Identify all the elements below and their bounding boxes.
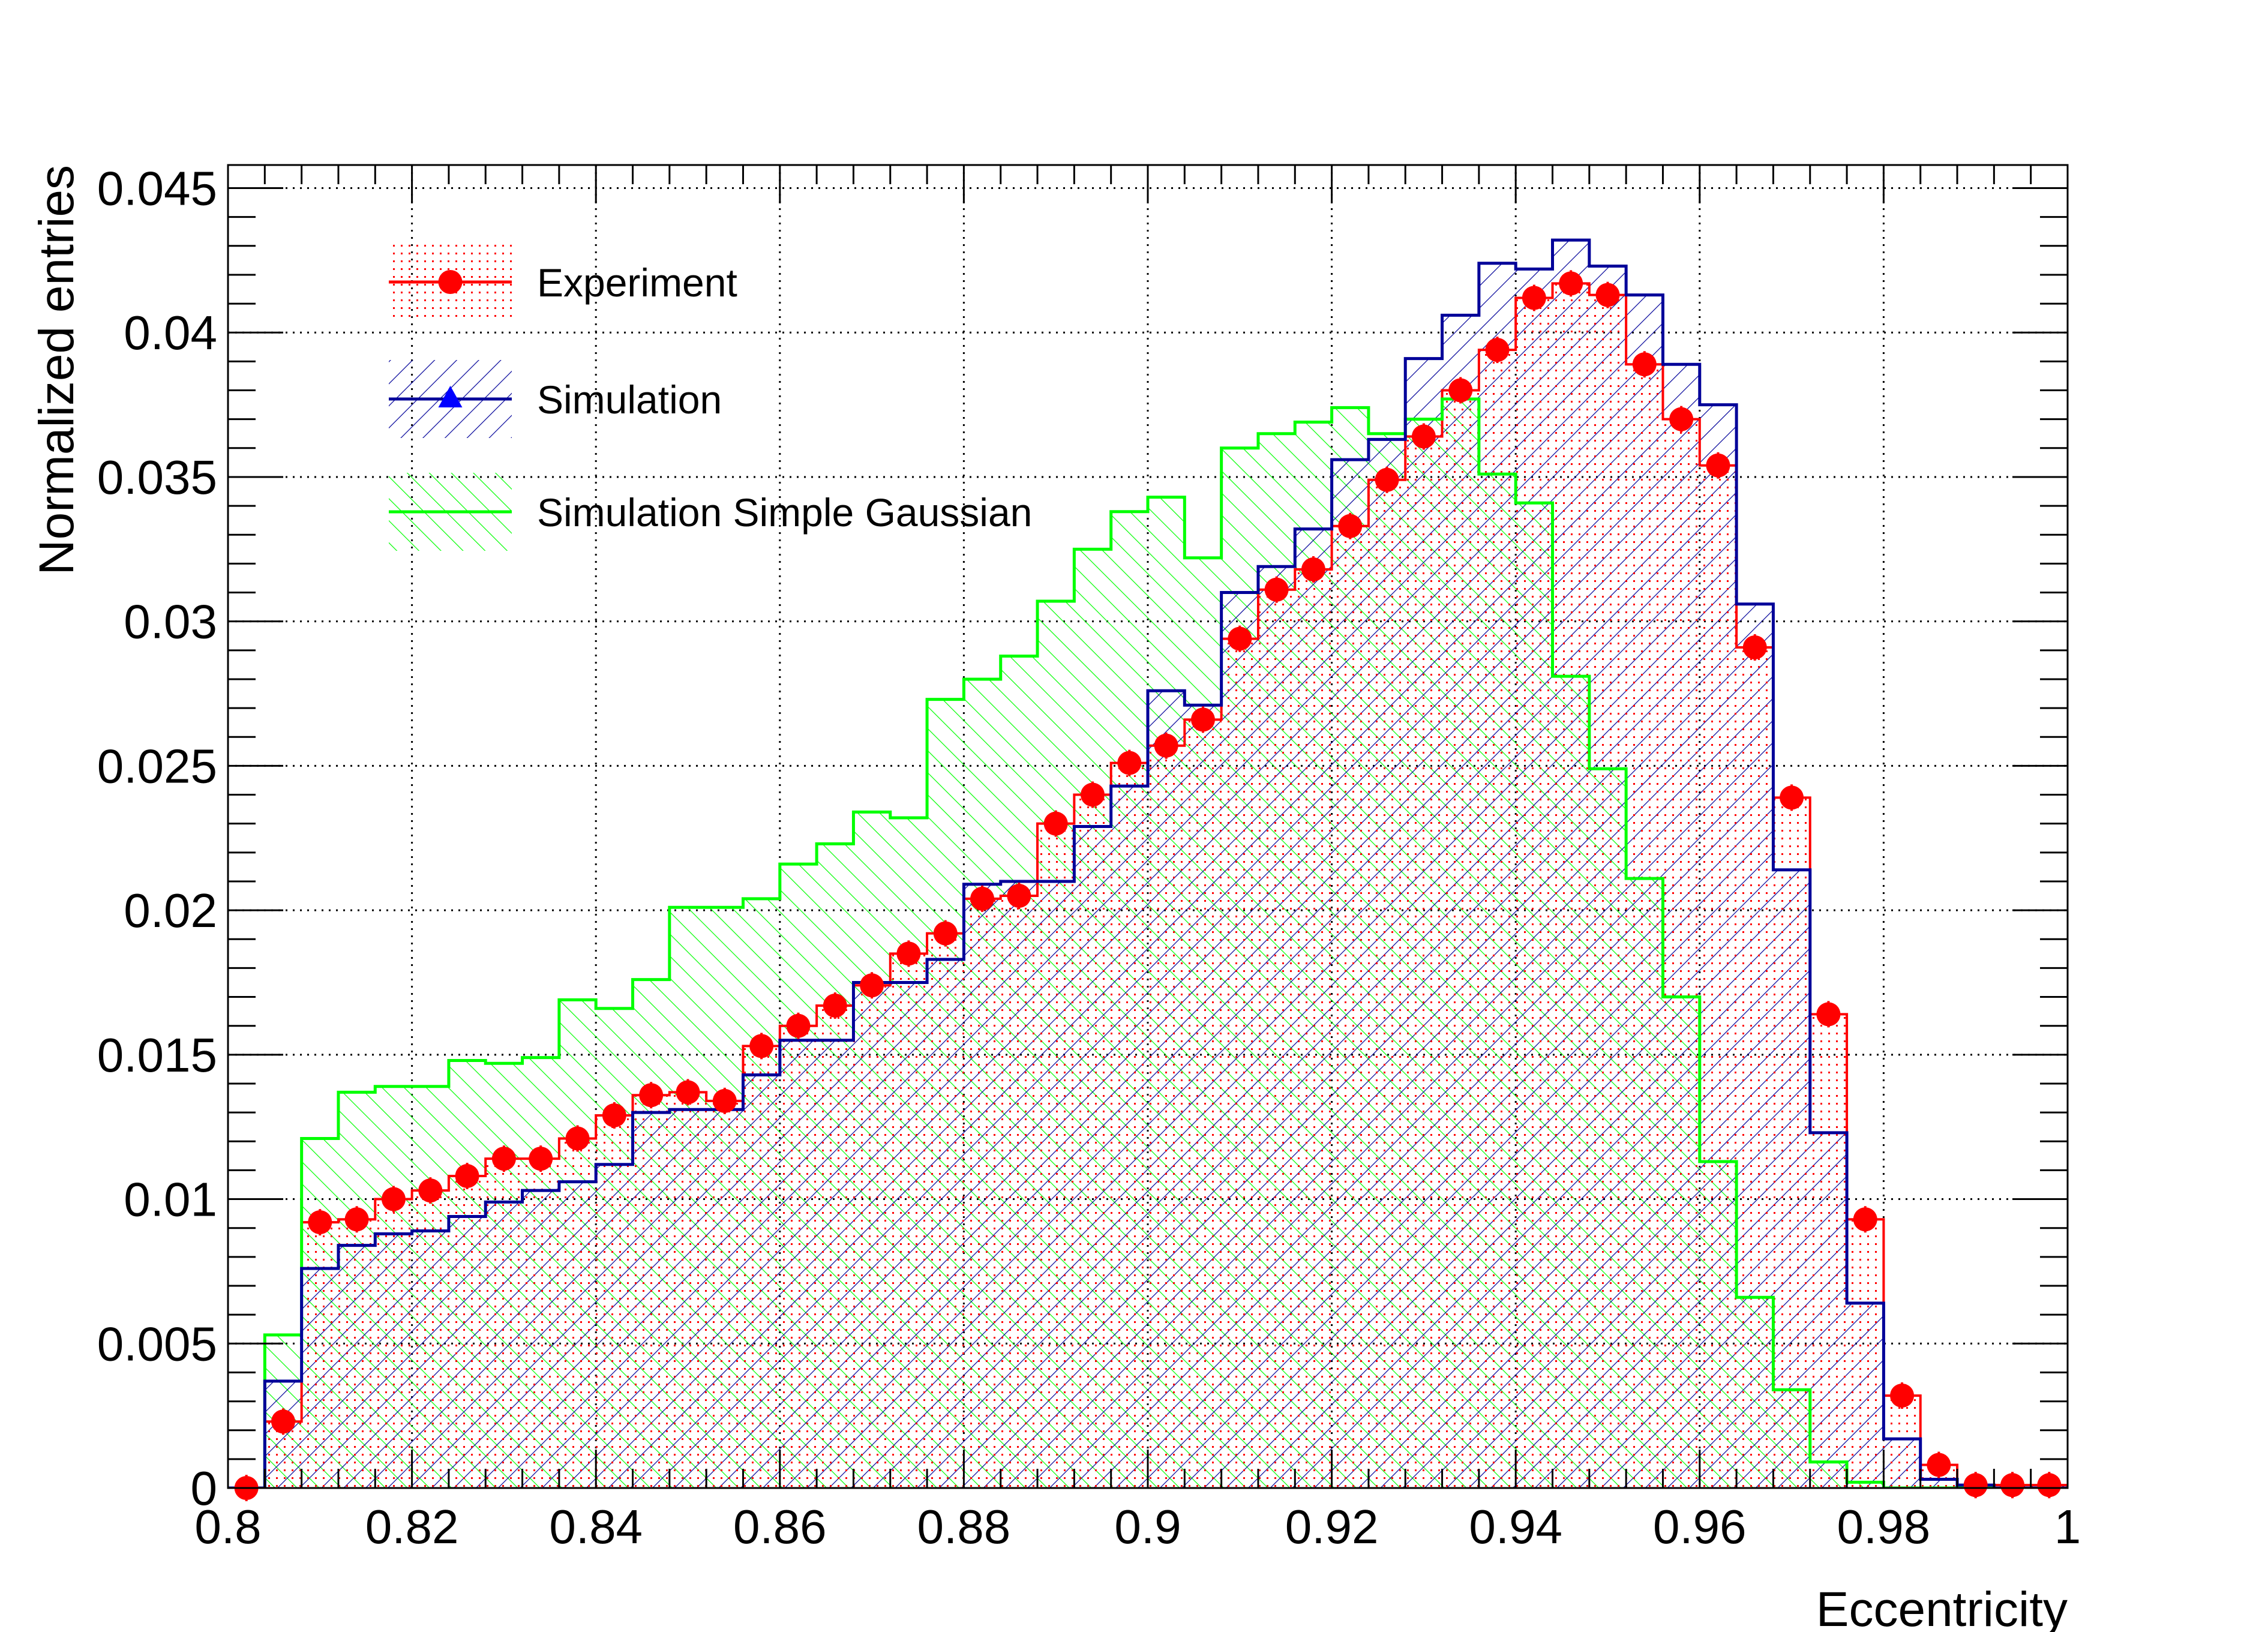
x-tick-label: 0.98 (1837, 1500, 1931, 1553)
experiment-point (1890, 1383, 1915, 1408)
experiment-point (933, 921, 958, 946)
legend-label: Simulation (537, 377, 722, 422)
legend-label: Experiment (537, 260, 737, 305)
experiment-point (1522, 286, 1546, 310)
experiment-point (1853, 1207, 1877, 1232)
y-tick-label: 0.045 (97, 162, 217, 215)
experiment-point (602, 1103, 626, 1127)
x-tick-label: 0.92 (1285, 1500, 1379, 1553)
legend-marker-triangle (438, 386, 463, 407)
legend-marker-circle (438, 270, 463, 294)
experiment-point (970, 886, 995, 911)
y-tick-label: 0.005 (97, 1317, 217, 1370)
axes: 0.8 0.82 0.84 0.86 0.88 0.9 0.92 0.94 0.96 0.98 1 0… (97, 162, 2081, 1553)
histogram-layer (228, 238, 2068, 1488)
experiment-point (1375, 467, 1399, 492)
experiment-point (1007, 884, 1031, 908)
gaussian-hist-outline (228, 397, 2068, 1488)
experiment-point (1706, 453, 1730, 478)
x-tick-label: 1 (2054, 1500, 2081, 1553)
experiment-point (1927, 1453, 1951, 1477)
experiment-point (786, 1013, 811, 1038)
experiment-point (1117, 751, 1142, 775)
experiment-point (1043, 811, 1068, 836)
experiment-point (308, 1210, 332, 1235)
experiment-point (1264, 577, 1289, 602)
experiment-point (1338, 514, 1363, 538)
legend-label: Simulation Simple Gaussian (537, 490, 1032, 535)
y-axis-title: Normalized entries (29, 165, 84, 575)
experiment-point (1632, 352, 1657, 377)
experiment-point (1963, 1473, 1988, 1498)
legend-entry: Simulation Simple Gaussian (389, 473, 1032, 551)
experiment-point (749, 1034, 774, 1058)
experiment-point (491, 1147, 516, 1171)
experiment-point (1411, 424, 1436, 449)
experiment-point (2037, 1473, 2062, 1498)
x-tick-label: 0.86 (733, 1500, 827, 1553)
x-tick-label: 0.82 (365, 1500, 459, 1553)
experiment-point (1780, 785, 1804, 810)
experiment-point (1485, 338, 1510, 362)
y-tick-label: 0.025 (97, 739, 217, 793)
experiment-point (529, 1147, 553, 1171)
experiment-point (381, 1187, 406, 1211)
y-tick-label: 0.015 (97, 1028, 217, 1082)
experiment-point (271, 1409, 295, 1434)
experiment-point (418, 1178, 443, 1203)
x-tick-label: 0.88 (917, 1500, 1011, 1553)
experiment-point (1448, 378, 1473, 403)
legend-entry: Experiment (389, 243, 737, 321)
legend-entry: Simulation (389, 360, 722, 438)
experiment-point (823, 993, 847, 1018)
legend: Experiment Simulation Simulation Simple Ga… (389, 243, 1032, 551)
y-tick-label: 0.035 (97, 451, 217, 504)
experiment-point (1816, 1002, 1841, 1027)
experiment-point (1154, 733, 1178, 758)
y-tick-label: 0.01 (124, 1173, 217, 1226)
y-tick-label: 0 (191, 1462, 218, 1515)
x-axis-title: Eccentricity (1816, 1582, 2068, 1632)
experiment-point (1559, 271, 1583, 296)
experiment-point (1228, 626, 1252, 651)
x-tick-label: 0.8 (194, 1500, 261, 1553)
x-tick-label: 0.84 (549, 1500, 643, 1553)
x-tick-label: 0.9 (1114, 1500, 1181, 1553)
experiment-point (1190, 707, 1215, 732)
experiment-hist-fill (228, 283, 2068, 1488)
experiment-point (676, 1080, 700, 1105)
experiment-point (344, 1207, 369, 1232)
experiment-point (712, 1088, 737, 1113)
y-tick-label: 0.04 (124, 306, 217, 359)
experiment-point (1081, 782, 1105, 807)
experiment-markers (234, 270, 2062, 1501)
x-tick-label: 0.96 (1653, 1500, 1747, 1553)
experiment-point (1669, 407, 1694, 431)
experiment-point (1742, 635, 1767, 660)
y-tick-label: 0.03 (124, 595, 217, 649)
experiment-point (455, 1164, 479, 1189)
y-tick-label: 0.02 (124, 884, 217, 937)
experiment-point (639, 1083, 664, 1108)
experiment-point (1301, 557, 1325, 582)
experiment-point (1595, 283, 1620, 307)
experiment-point (565, 1126, 590, 1151)
experiment-point (860, 973, 884, 998)
x-tick-label: 0.94 (1469, 1500, 1562, 1553)
simulation-hist-outline (228, 238, 2068, 1488)
experiment-point (2000, 1473, 2025, 1498)
experiment-point (896, 941, 921, 966)
